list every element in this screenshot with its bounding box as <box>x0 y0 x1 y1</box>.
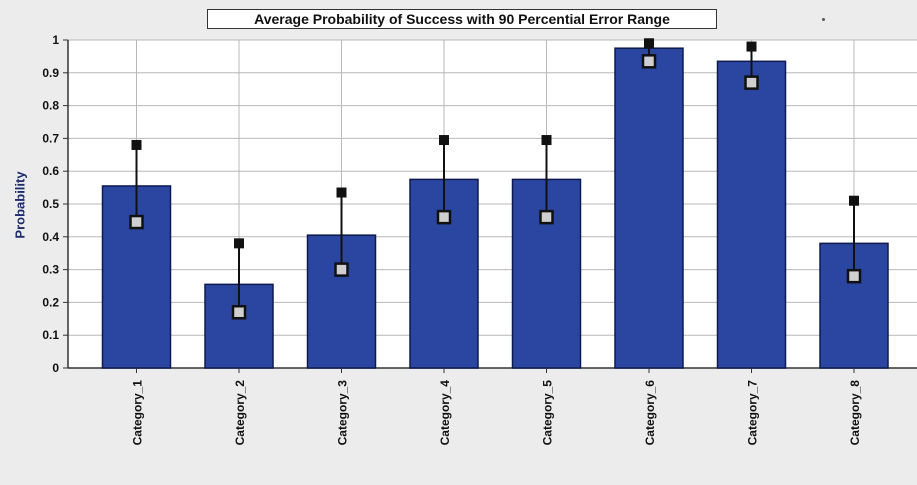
y-tick-label: 0.3 <box>42 263 59 277</box>
upper-marker <box>336 187 347 198</box>
x-tick-label: Category_2 <box>233 380 247 446</box>
upper-marker <box>849 195 859 206</box>
lower-marker <box>641 54 657 69</box>
upper-marker <box>131 139 142 150</box>
bar <box>614 47 684 369</box>
x-tick-label: Category_5 <box>541 380 555 446</box>
y-tick-label: 0.2 <box>42 295 59 309</box>
upper-marker <box>234 238 244 249</box>
y-tick-label: 0.4 <box>42 230 59 244</box>
lower-marker <box>539 209 554 225</box>
x-tick-label: Category_1 <box>131 380 145 446</box>
upper-marker <box>541 135 552 146</box>
lower-marker <box>231 304 247 320</box>
y-tick-label: 0 <box>52 361 59 375</box>
upper-marker <box>746 41 757 52</box>
bar <box>716 60 787 369</box>
y-tick-label: 0.9 <box>42 66 59 80</box>
y-tick-label: 0.7 <box>42 131 59 145</box>
y-tick-label: 0.8 <box>42 99 59 113</box>
x-tick-label: Category_4 <box>438 380 452 446</box>
lower-marker <box>129 214 144 230</box>
x-tick-label: Category_6 <box>643 380 657 446</box>
y-axis-label: Probability <box>12 171 28 239</box>
x-tick-label: Category_3 <box>336 380 350 446</box>
x-tick-label: Category_7 <box>746 380 760 446</box>
y-tick-label: 0.1 <box>42 328 59 342</box>
y-tick-label: 0.5 <box>42 197 59 211</box>
x-tick-label: Category_8 <box>848 380 862 446</box>
lower-marker <box>436 209 452 225</box>
y-tick-label: 1 <box>52 33 59 47</box>
upper-marker <box>644 38 654 49</box>
lower-marker <box>744 75 759 90</box>
y-tick-label: 0.6 <box>42 164 59 178</box>
chart-title: Average Probability of Success with 90 P… <box>207 9 717 29</box>
decorative-dot <box>822 18 825 21</box>
upper-marker <box>439 135 449 146</box>
lower-marker <box>846 268 862 284</box>
lower-marker <box>334 262 349 277</box>
